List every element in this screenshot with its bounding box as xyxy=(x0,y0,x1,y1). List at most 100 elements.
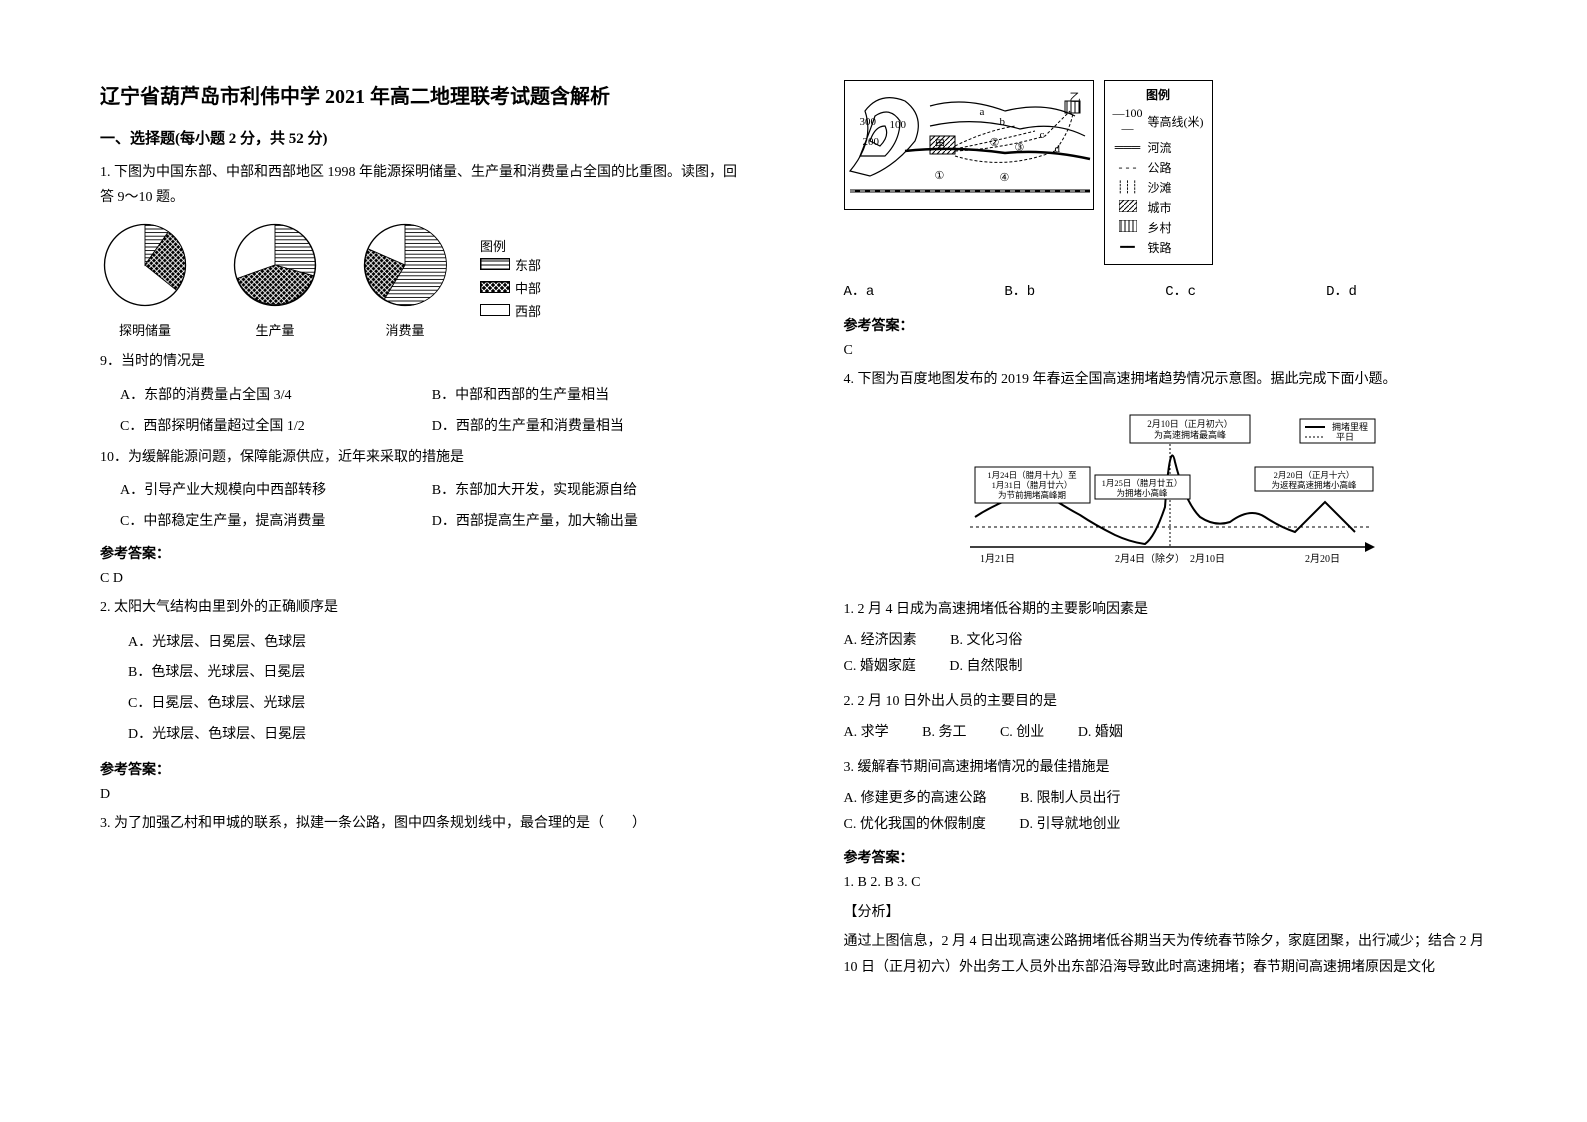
q10-opt-a: A．引导产业大规模向中西部转移 xyxy=(120,478,432,503)
legend-west-label: 西部 xyxy=(515,301,541,320)
legend-east-label: 东部 xyxy=(515,255,541,274)
svg-text:为返程高速拥堵小高峰: 为返程高速拥堵小高峰 xyxy=(1272,480,1358,490)
q4-2-d: D. 婚姻 xyxy=(1078,725,1123,740)
q4-sub2: 2. 2 月 10 日外出人员的主要目的是 xyxy=(844,689,1488,714)
legend-mid: 中部 xyxy=(480,278,541,297)
pie-3: 消费量 xyxy=(360,220,450,339)
q4-answer: 1. B 2. B 3. C xyxy=(844,875,1488,891)
q4-sub3: 3. 缓解春节期间高速拥堵情况的最佳措施是 xyxy=(844,755,1488,780)
q10-opt-b: B．东部加大开发，实现能源自给 xyxy=(432,478,744,503)
svg-text:2月20日（正月十六）: 2月20日（正月十六） xyxy=(1274,470,1355,480)
q3-opt-a: A．a xyxy=(844,280,1005,300)
q4-stem: 4. 下图为百度地图发布的 2019 年春运全国高速拥堵趋势情况示意图。据此完成… xyxy=(844,367,1488,392)
q3-map: 300 100 200 甲 乙 a b c d ① ② ③ ④ xyxy=(844,80,1094,210)
leg-city: 城市 xyxy=(1148,199,1172,216)
pie-group: 探明储量 生产量 消费量 xyxy=(100,220,450,339)
pie-2-label: 生产量 xyxy=(230,320,320,339)
q9-opt-b: B．中部和西部的生产量相当 xyxy=(432,383,744,408)
svg-text:1月24日（腊月十九）至: 1月24日（腊月十九）至 xyxy=(988,470,1078,480)
pie-svg-3 xyxy=(360,220,450,310)
q1-answer-header: 参考答案： xyxy=(100,543,744,563)
q4-sub1-opts: A. 经济因素 B. 文化习俗 C. 婚姻家庭 D. 自然限制 xyxy=(844,628,1488,678)
leg-village: 乡村 xyxy=(1148,219,1172,236)
q2-opt-c: C．日冕层、色球层、光球层 xyxy=(128,689,744,720)
q3-map-legend: 图例 —100—等高线(米) ═══河流 - - -公路 ┊┊┊沙滩 城市 乡村… xyxy=(1104,80,1213,265)
pie-charts-row: 探明储量 生产量 消费量 xyxy=(100,220,744,339)
leg-contour: 等高线(米) xyxy=(1148,113,1204,130)
q9-opt-a: A．东部的消费量占全国 3/4 xyxy=(120,383,432,408)
map-circle-2: ② xyxy=(990,136,1000,149)
q3-answer: C xyxy=(844,343,1488,359)
q3-stem: 3. 为了加强乙村和甲城的联系，拟建一条公路，图中四条规划线中，最合理的是（ ） xyxy=(100,811,744,836)
q10-opts-row1: A．引导产业大规模向中西部转移 B．东部加大开发，实现能源自给 xyxy=(120,478,744,503)
q4-1-b: B. 文化习俗 xyxy=(950,633,1022,648)
map-label-a: a xyxy=(980,106,985,118)
doc-title: 辽宁省葫芦岛市利伟中学 2021 年高二地理联考试题含解析 xyxy=(100,80,744,109)
q9-opts-row2: C．西部探明储量超过全国 1/2 D．西部的生产量和消费量相当 xyxy=(120,414,744,439)
svg-text:拥堵里程: 拥堵里程 xyxy=(1332,421,1368,432)
pie-2: 生产量 xyxy=(230,220,320,339)
section-header: 一、选择题(每小题 2 分，共 52 分) xyxy=(100,127,744,148)
right-column: 300 100 200 甲 乙 a b c d ① ② ③ ④ 图例 —100—… xyxy=(844,80,1488,982)
q4-2-a: A. 求学 xyxy=(844,725,889,740)
q4-3-d: D. 引导就地创业 xyxy=(1019,817,1120,832)
q4-sub2-opts: A. 求学 B. 务工 C. 创业 D. 婚姻 xyxy=(844,720,1488,745)
map-circle-3: ③ xyxy=(1015,141,1025,154)
pie-svg-1 xyxy=(100,220,190,310)
q10-opt-d: D．西部提高生产量，加大输出量 xyxy=(432,509,744,534)
q2-answer: D xyxy=(100,787,744,803)
contour-100: 100 xyxy=(890,119,907,131)
svg-text:为高速拥堵最高峰: 为高速拥堵最高峰 xyxy=(1154,429,1226,440)
q4-chart: 2月10日（正月初六） 为高速拥堵最高峰 1月24日（腊月十九）至 1月31日（… xyxy=(950,407,1380,582)
q3-map-figure: 300 100 200 甲 乙 a b c d ① ② ③ ④ 图例 —100—… xyxy=(844,80,1488,265)
svg-text:2月4日（除夕）: 2月4日（除夕） xyxy=(1115,552,1185,565)
q9-opt-d: D．西部的生产量和消费量相当 xyxy=(432,414,744,439)
q3-opt-c: C．c xyxy=(1165,280,1326,300)
pie-legend: 图例 东部 中部 西部 xyxy=(480,236,541,324)
q4-1-a: A. 经济因素 xyxy=(844,633,917,648)
q10-text: 10．为缓解能源问题，保障能源供应，近年来采取的措施是 xyxy=(100,445,744,470)
q9-opts-row1: A．东部的消费量占全国 3/4 B．中部和西部的生产量相当 xyxy=(120,383,744,408)
q1-answer: C D xyxy=(100,571,744,587)
q4-1-c: C. 婚姻家庭 xyxy=(844,659,916,674)
map-legend-title: 图例 xyxy=(1113,86,1204,103)
q4-2-b: B. 务工 xyxy=(922,725,966,740)
q3-opt-d: D．d xyxy=(1326,280,1487,300)
q4-analysis-header: 【分析】 xyxy=(844,901,1488,921)
q4-sub1: 1. 2 月 4 日成为高速拥堵低谷期的主要影响因素是 xyxy=(844,597,1488,622)
svg-text:平日: 平日 xyxy=(1336,432,1354,442)
pie-1-label: 探明储量 xyxy=(100,320,190,339)
q4-sub3-opts: A. 修建更多的高速公路 B. 限制人员出行 C. 优化我国的休假制度 D. 引… xyxy=(844,786,1488,836)
map-label-d: d xyxy=(1055,143,1061,155)
pie-svg-2 xyxy=(230,220,320,310)
svg-text:1月31日（腊月廿六）: 1月31日（腊月廿六） xyxy=(992,480,1073,490)
leg-river: 河流 xyxy=(1148,139,1172,156)
q10-opts-row2: C．中部稳定生产量，提高消费量 D．西部提高生产量，加大输出量 xyxy=(120,509,744,534)
q4-2-c: C. 创业 xyxy=(1000,725,1044,740)
q4-3-c: C. 优化我国的休假制度 xyxy=(844,817,986,832)
map-label-c: c xyxy=(1040,129,1045,141)
contour-300: 300 xyxy=(860,116,877,128)
map-label-b: b xyxy=(1000,116,1006,128)
svg-text:为节前拥堵高峰期: 为节前拥堵高峰期 xyxy=(998,490,1066,500)
leg-road: 公路 xyxy=(1148,159,1172,176)
q9-text: 9．当时的情况是 xyxy=(100,349,744,374)
legend-title: 图例 xyxy=(480,236,541,255)
left-column: 辽宁省葫芦岛市利伟中学 2021 年高二地理联考试题含解析 一、选择题(每小题 … xyxy=(100,80,744,982)
legend-east: 东部 xyxy=(480,255,541,274)
q10-opt-c: C．中部稳定生产量，提高消费量 xyxy=(120,509,432,534)
q1-stem: 1. 下图为中国东部、中部和西部地区 1998 年能源探明储量、生产量和消费量占… xyxy=(100,160,744,210)
leg-beach: 沙滩 xyxy=(1148,179,1172,196)
q2-opt-d: D．光球层、色球层、日冕层 xyxy=(128,720,744,751)
q2-answer-header: 参考答案： xyxy=(100,759,744,779)
q4-answer-header: 参考答案： xyxy=(844,847,1488,867)
pie-1: 探明储量 xyxy=(100,220,190,339)
pie-3-label: 消费量 xyxy=(360,320,450,339)
map-label-yi: 乙 xyxy=(1070,89,1081,105)
map-circle-4: ④ xyxy=(1000,171,1010,184)
q3-answer-header: 参考答案： xyxy=(844,315,1488,335)
q4-3-b: B. 限制人员出行 xyxy=(1020,791,1120,806)
map-label-jia: 甲 xyxy=(935,136,946,152)
legend-west: 西部 xyxy=(480,301,541,320)
q9-opt-c: C．西部探明储量超过全国 1/2 xyxy=(120,414,432,439)
